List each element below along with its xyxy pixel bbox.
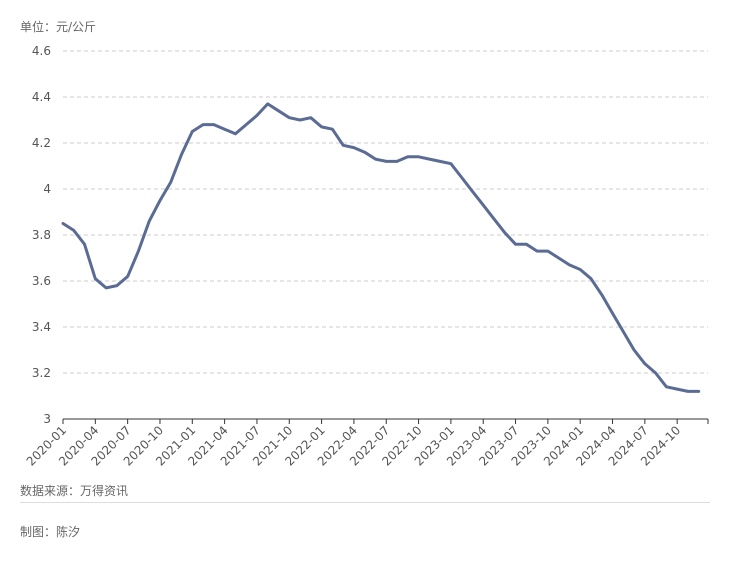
data-point [201, 123, 205, 126]
y-tick-label: 3.8 [32, 228, 51, 242]
y-tick-label: 4.2 [32, 136, 51, 150]
data-point [438, 160, 442, 163]
data-point [223, 128, 226, 131]
data-point [331, 128, 334, 131]
data-point [104, 286, 108, 290]
data-point [568, 263, 571, 267]
data-point [212, 123, 216, 126]
data-point [643, 362, 647, 365]
data-point [234, 132, 237, 135]
data-point [406, 155, 409, 158]
data-point [460, 176, 463, 179]
data-point [482, 203, 485, 207]
data-point [385, 160, 388, 163]
data-point [428, 157, 431, 161]
data-point [126, 275, 129, 278]
y-tick-label: 4.4 [32, 90, 51, 104]
unit-label: 单位：元/公斤 [20, 20, 97, 34]
data-point [363, 151, 366, 154]
data-point [449, 162, 453, 165]
data-source-note: 数据来源：万得资讯 [20, 484, 129, 498]
y-tick-label: 4.6 [32, 44, 51, 58]
footer-divider [20, 502, 710, 503]
data-point [148, 220, 151, 223]
data-point [654, 371, 657, 375]
y-tick-label: 3 [43, 412, 51, 426]
y-tick-label: 3.6 [32, 274, 51, 288]
data-point [535, 249, 539, 253]
data-point [298, 118, 302, 122]
data-point [471, 190, 474, 193]
data-point [665, 385, 668, 388]
data-point [352, 146, 356, 149]
data-point [395, 160, 399, 163]
y-tick-label: 4 [43, 182, 51, 196]
y-tick-label: 3.4 [32, 320, 51, 334]
data-point [611, 312, 614, 315]
data-point [158, 199, 162, 202]
line-chart: 3 3.2 3.4 3.6 3.8 4 4.2 4.4 4.6 2020-012020-0420… [24, 44, 709, 469]
data-point [374, 157, 377, 161]
data-point [632, 348, 636, 352]
data-point [191, 130, 194, 133]
data-point [600, 293, 603, 296]
data-point [503, 231, 506, 234]
data-point [72, 229, 75, 232]
x-axis: 2020-012020-042020-072020-102021-012021-… [24, 418, 709, 469]
series-line [61, 102, 701, 393]
grid-lines [63, 50, 708, 374]
data-point [579, 268, 582, 271]
data-point [417, 155, 420, 158]
data-point [277, 109, 280, 113]
data-point [557, 256, 560, 260]
data-point [244, 123, 248, 126]
data-point [675, 387, 679, 391]
data-point [697, 390, 700, 393]
data-point [169, 180, 172, 184]
data-point [492, 217, 496, 221]
data-point [546, 249, 550, 253]
data-point [622, 330, 625, 333]
data-point [115, 284, 119, 287]
data-point [94, 277, 97, 280]
y-axis: 3 3.2 3.4 3.6 3.8 4 4.2 4.4 4.6 [32, 44, 51, 426]
data-point [686, 390, 690, 393]
series-layer [61, 102, 701, 393]
data-point [137, 249, 140, 253]
data-point [180, 153, 183, 156]
data-point [341, 144, 345, 147]
data-point [266, 102, 269, 106]
data-point [514, 243, 517, 246]
data-point [83, 243, 86, 246]
data-point [320, 125, 323, 129]
data-point [589, 277, 593, 280]
chart-credit: 制图：陈汐 [20, 525, 81, 539]
data-point [309, 116, 313, 119]
data-point [255, 114, 259, 117]
data-point [61, 222, 65, 225]
data-point [288, 116, 291, 119]
y-tick-label: 3.2 [32, 366, 51, 380]
data-point [525, 243, 528, 246]
